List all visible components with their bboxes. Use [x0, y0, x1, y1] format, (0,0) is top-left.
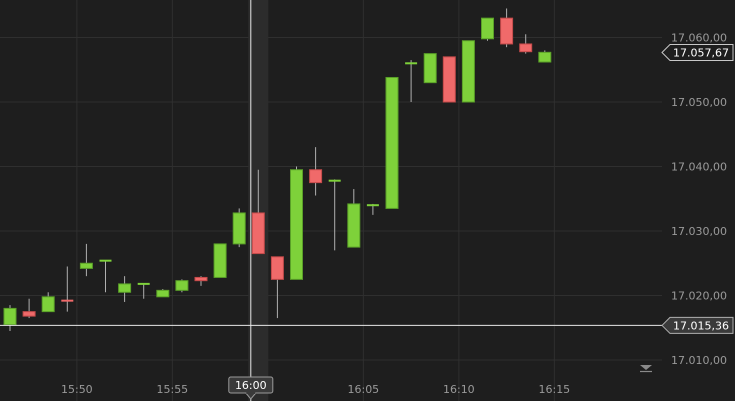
candle-body	[251, 212, 265, 255]
x-tick-label: 16:05	[347, 383, 379, 396]
candle	[118, 276, 132, 302]
candle-body	[156, 289, 170, 298]
candle	[41, 292, 55, 313]
candle-body	[41, 296, 55, 313]
candle-body	[270, 256, 284, 280]
price-tag-label: 17.057,67	[673, 47, 729, 60]
candle	[99, 259, 112, 293]
candle-body	[385, 76, 399, 209]
plot-area[interactable]	[0, 0, 662, 401]
price-tags: 17.057,67 17.015,36	[661, 44, 734, 334]
candle	[232, 208, 246, 248]
y-tick-label: 17.060,00	[671, 32, 727, 45]
candle-body	[22, 311, 36, 317]
x-tick-label: 15:50	[61, 383, 93, 396]
candle	[22, 298, 36, 319]
candle	[194, 276, 208, 286]
candle-body	[461, 40, 475, 103]
candle-body	[538, 51, 552, 63]
candle-body	[232, 212, 246, 245]
crosshair-time-tag: 16:00	[228, 376, 274, 400]
crosshair-time-label: 16:00	[235, 379, 267, 392]
crosshair-price-tag: 17.015,36	[661, 316, 734, 334]
candle-body	[290, 169, 303, 280]
y-tick-label: 17.010,00	[671, 354, 727, 367]
double-chevron-down-icon[interactable]	[640, 365, 652, 373]
candle	[3, 305, 17, 331]
y-tick-label: 17.030,00	[671, 225, 727, 238]
candle	[423, 53, 437, 84]
price-tag-label: 17.015,36	[673, 319, 729, 332]
candle	[328, 179, 341, 251]
candle-body	[442, 56, 456, 103]
candle-body	[309, 169, 323, 184]
candle-body	[347, 203, 361, 248]
x-axis-labels: 15:50 15:55 16:05 16:10 16:15	[61, 383, 570, 396]
candle	[270, 256, 284, 319]
y-tick-label: 17.050,00	[671, 96, 727, 109]
candle	[61, 266, 74, 312]
candle-body	[194, 276, 208, 282]
candle	[442, 56, 456, 103]
x-tick-label: 16:10	[443, 383, 475, 396]
candle	[347, 189, 361, 248]
y-tick-label: 17.020,00	[671, 290, 727, 303]
candle	[251, 169, 265, 255]
candle	[79, 243, 93, 277]
horizontal-gridlines	[0, 37, 662, 361]
candle-body	[118, 283, 132, 293]
candle-body	[519, 43, 533, 53]
last-price-tag: 17.057,67	[661, 44, 734, 62]
candle-body	[213, 243, 227, 278]
candle	[519, 34, 533, 54]
candle	[175, 279, 189, 293]
candle	[538, 50, 552, 63]
candle	[137, 282, 150, 299]
candle	[385, 76, 399, 209]
candle-body	[500, 17, 514, 45]
x-tick-label: 16:15	[538, 383, 570, 396]
y-tick-label: 17.040,00	[671, 161, 727, 174]
candle	[213, 243, 227, 278]
candle-body	[79, 262, 93, 269]
candle-body	[423, 53, 437, 84]
candle	[290, 166, 303, 280]
candle-body	[175, 280, 189, 291]
vertical-gridlines	[76, 0, 555, 401]
candle	[461, 40, 475, 103]
candle	[366, 203, 379, 215]
candles	[3, 8, 552, 331]
x-tick-label: 15:55	[156, 383, 188, 396]
candle	[156, 289, 170, 298]
candle	[500, 8, 514, 48]
candle	[481, 17, 494, 41]
y-axis-labels: 17.010,00 17.020,00 17.030,00 17.040,00 17.0…	[671, 32, 727, 368]
candle-body	[481, 17, 494, 40]
crosshair: 16:00	[0, 0, 662, 401]
candle-body	[3, 307, 17, 326]
candle	[405, 60, 418, 102]
candle	[309, 147, 323, 196]
